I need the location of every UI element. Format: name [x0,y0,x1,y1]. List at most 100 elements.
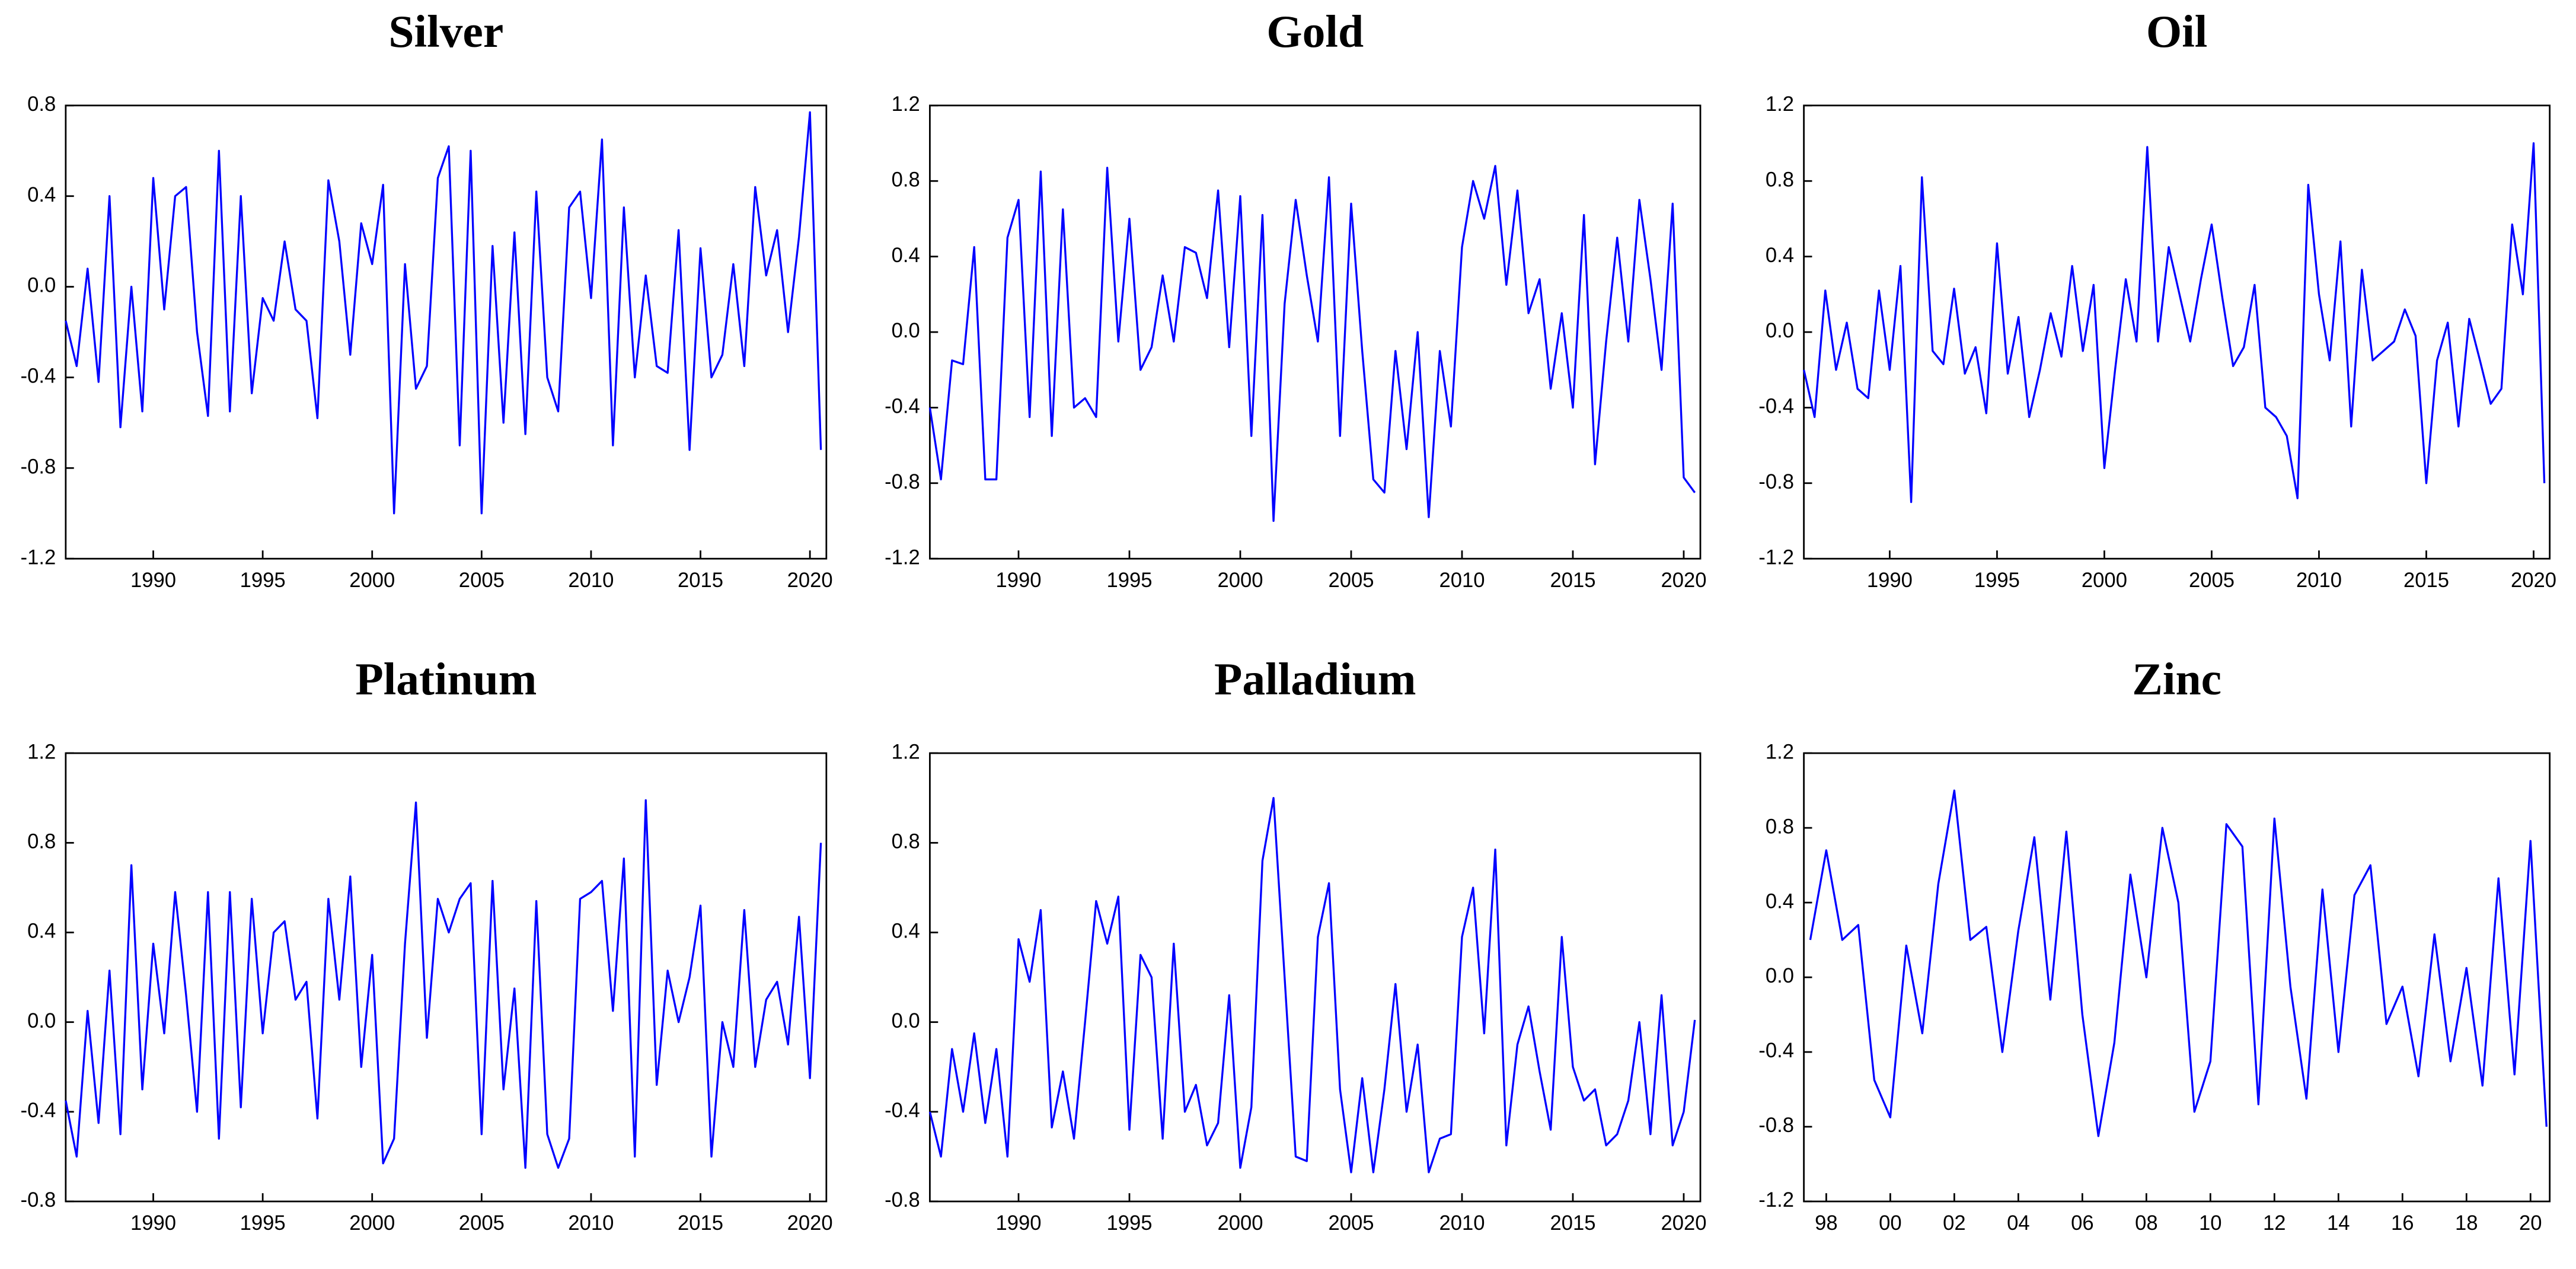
y-tick-label: -1.2 [21,546,56,569]
x-tick-label: 2020 [787,1212,833,1235]
chart-title: Gold [1266,6,1364,57]
y-tick-label: -1.2 [1758,1189,1794,1211]
data-line [928,165,1696,522]
y-tick-label: 0.4 [27,920,56,943]
x-tick-label: 1990 [995,1212,1041,1235]
x-tick-label: 2005 [459,569,505,592]
x-tick-label: 2000 [1217,1212,1263,1235]
plot-frame [929,104,1702,560]
x-tick-label: 2015 [678,1212,723,1235]
plot-frame [1803,752,2551,1203]
x-tick-label: 98 [1815,1212,1838,1235]
x-tick-label: 12 [2263,1212,2286,1235]
y-tick-label: 0.8 [27,830,56,853]
x-tick-label: 1995 [1106,569,1152,592]
data-line [928,797,1696,1174]
x-tick-label: 2005 [1328,569,1374,592]
x-tick-label: 2000 [349,569,395,592]
x-tick-label: 20 [2519,1212,2542,1235]
y-tick-label: 0.8 [27,93,56,116]
y-tick-label: 0.0 [27,275,56,297]
x-tick-label: 2015 [678,569,723,592]
x-tick-label: 2010 [568,569,614,592]
chart-title: Palladium [1214,653,1416,704]
x-tick-label: 2010 [1439,1212,1485,1235]
chart-title: Silver [388,6,503,57]
plot-frame [929,752,1702,1203]
y-tick-label: -1.2 [885,546,920,569]
y-tick-label: 0.0 [892,1010,920,1032]
y-tick-label: 0.4 [27,184,56,206]
y-tick-label: 1.2 [892,93,920,116]
data-line [1809,789,2548,1137]
x-tick-label: 2020 [787,569,833,592]
chart-title: Zinc [2132,653,2221,704]
y-tick-label: 0.0 [1766,320,1794,342]
y-tick-label: -0.4 [1758,396,1794,418]
y-tick-label: 0.4 [1766,890,1794,913]
x-tick-label: 1990 [1867,569,1913,592]
x-tick-label: 2010 [2296,569,2342,592]
data-line [65,111,822,515]
y-tick-label: -0.8 [1758,471,1794,493]
x-tick-label: 2000 [2082,569,2127,592]
y-tick-label: 0.8 [892,830,920,853]
x-tick-label: 2020 [1661,569,1706,592]
plot-frame [65,104,828,560]
y-tick-label: 1.2 [27,741,56,763]
x-tick-label: 04 [2007,1212,2030,1235]
y-tick-label: 0.0 [27,1010,56,1032]
y-tick-label: -0.4 [885,396,920,418]
plot-frame [65,752,828,1203]
y-tick-label: -0.8 [885,1189,920,1211]
x-tick-label: 1995 [240,1212,286,1235]
y-tick-label: 1.2 [892,741,920,763]
y-tick-label: 1.2 [1766,93,1794,116]
y-tick-label: 0.0 [892,320,920,342]
x-tick-label: 1990 [130,1212,176,1235]
x-tick-label: 2005 [1328,1212,1374,1235]
x-tick-label: 1990 [995,569,1041,592]
y-tick-label: -0.8 [21,1189,56,1211]
x-tick-label: 2010 [568,1212,614,1235]
x-tick-label: 08 [2135,1212,2158,1235]
x-tick-label: 2000 [1217,569,1263,592]
x-tick-label: 2015 [1550,1212,1595,1235]
y-tick-label: -0.8 [885,471,920,493]
y-tick-label: -0.8 [21,455,56,478]
chart-title: Platinum [355,653,537,704]
y-tick-label: -0.8 [1758,1114,1794,1137]
x-tick-label: 2015 [1550,569,1595,592]
x-tick-label: 2000 [349,1212,395,1235]
y-tick-label: 0.4 [892,920,920,943]
y-tick-label: 0.4 [1766,244,1794,267]
y-tick-label: -0.4 [21,365,56,388]
x-tick-label: 2020 [2511,569,2556,592]
y-tick-label: 0.8 [1766,168,1794,191]
data-line [1802,142,2546,503]
x-tick-label: 1995 [1974,569,2020,592]
x-tick-label: 10 [2199,1212,2222,1235]
y-tick-label: 0.4 [892,244,920,267]
y-tick-label: -1.2 [1758,546,1794,569]
x-tick-label: 02 [1943,1212,1966,1235]
x-tick-label: 2005 [459,1212,505,1235]
x-tick-label: 16 [2391,1212,2414,1235]
x-tick-label: 1995 [240,569,286,592]
x-tick-label: 2010 [1439,569,1485,592]
y-tick-label: -0.4 [1758,1040,1794,1062]
x-tick-label: 1990 [130,569,176,592]
y-tick-label: 0.0 [1766,965,1794,987]
y-tick-label: 0.8 [1766,815,1794,838]
x-tick-label: 1995 [1106,1212,1152,1235]
x-tick-label: 00 [1879,1212,1902,1235]
x-tick-label: 2015 [2403,569,2449,592]
y-tick-label: -0.4 [21,1099,56,1122]
x-tick-label: 06 [2071,1212,2094,1235]
plot-frame [1803,104,2551,560]
x-tick-label: 18 [2455,1212,2478,1235]
chart-title: Oil [2146,6,2207,57]
y-tick-label: -0.4 [885,1099,920,1122]
